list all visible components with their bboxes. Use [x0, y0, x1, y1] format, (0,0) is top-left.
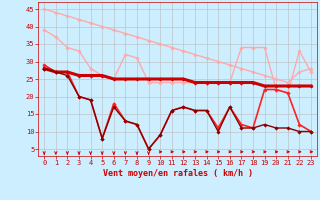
X-axis label: Vent moyen/en rafales ( km/h ): Vent moyen/en rafales ( km/h )	[103, 169, 252, 178]
